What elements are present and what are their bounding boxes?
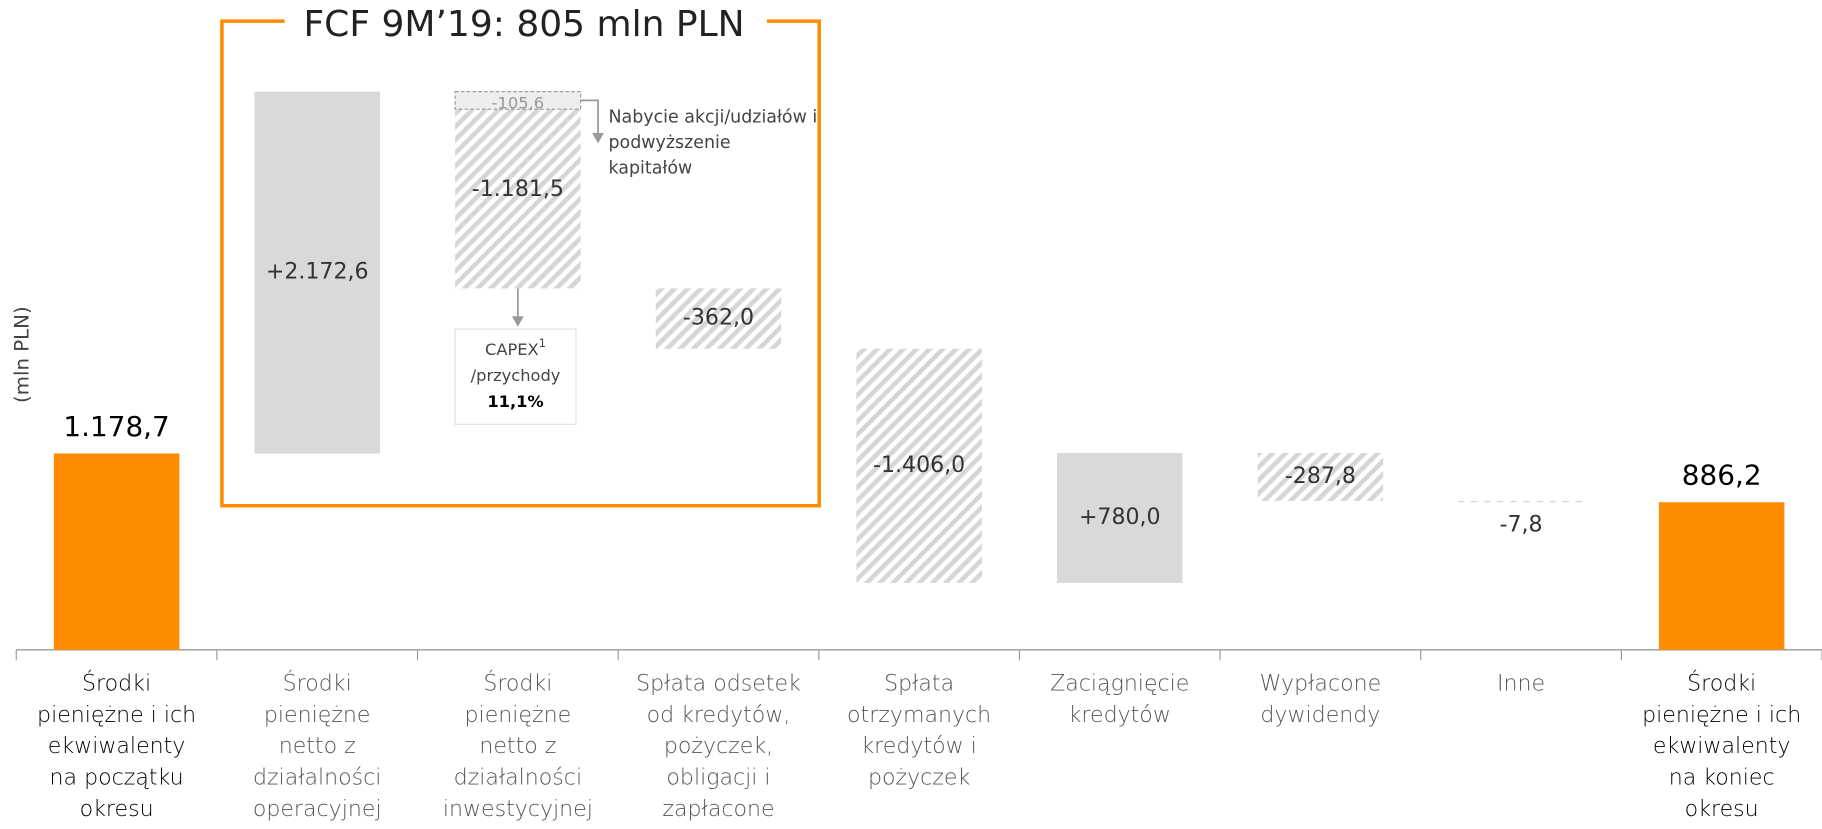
fcf-frame xyxy=(220,19,821,508)
bar xyxy=(455,91,581,289)
value-label: 1.178,7 xyxy=(63,410,169,443)
x-tick-label-box: Środki pieniężne i ich ekwiwalenty na po… xyxy=(37,670,197,822)
arrow xyxy=(580,99,599,138)
capex-box xyxy=(454,328,577,425)
bar xyxy=(1658,502,1785,650)
value-label: +2.172,6 xyxy=(266,260,369,285)
capex-title-text: CAPEX xyxy=(485,340,539,359)
value-label: 886,2 xyxy=(1682,459,1762,492)
bar xyxy=(1257,452,1384,501)
x-tick-label: Zaciągnięcie kredytów xyxy=(1050,670,1190,728)
x-tick-label: Inne xyxy=(1496,670,1546,697)
bar xyxy=(655,288,782,349)
x-tick-label-box: Spłata otrzymanych kredytów i pożyczek xyxy=(847,670,992,791)
capex-title: CAPEX1 xyxy=(485,336,546,359)
capex-subtitle: /przychody xyxy=(471,366,561,385)
note-box: Nabycie akcji/udziałów i podwyższenie ka… xyxy=(608,106,818,179)
x-tick-label-box: Środki pieniężne netto z działalności op… xyxy=(252,670,382,822)
bar xyxy=(53,453,180,650)
value-label: -1.406,0 xyxy=(873,453,965,478)
chart-title: FCF 9M’19: 805 mln PLN xyxy=(303,4,744,45)
annotation: Nabycie akcji/udziałów i podwyższenie ka… xyxy=(608,106,818,179)
x-tick-label: Środki pieniężne netto z działalności op… xyxy=(252,670,382,822)
x-tick-label: Wypłacone dywidendy xyxy=(1259,670,1382,728)
x-tick-label: Środki pieniężne i ich ekwiwalenty na po… xyxy=(37,670,197,822)
x-tick-label-box: Środki pieniężne i ich ekwiwalenty na ko… xyxy=(1642,670,1802,822)
x-tick-label-box: Wypłacone dywidendy xyxy=(1259,670,1382,728)
x-tick-label-box: Spłata odsetek od kredytów, pożyczek, ob… xyxy=(636,670,801,829)
superscript: 1 xyxy=(539,336,546,350)
value-label: -362,0 xyxy=(683,306,754,331)
value-label: +780,0 xyxy=(1079,505,1161,530)
value-label: -287,8 xyxy=(1285,464,1356,489)
x-tick-label: Środki pieniężne i ich ekwiwalenty na ko… xyxy=(1642,670,1802,822)
value-label: -7,8 xyxy=(1500,512,1543,537)
bar xyxy=(856,348,982,583)
x-tick-label: Środki pieniężne netto z działalności in… xyxy=(442,670,593,822)
sub-value-label: -105,6 xyxy=(492,93,544,112)
bar xyxy=(254,91,380,454)
arrowhead xyxy=(592,132,604,144)
x-tick-label-box: Środki pieniężne netto z działalności in… xyxy=(442,670,593,822)
x-tick-label-box: Inne xyxy=(1496,670,1546,697)
x-tick-label: Spłata otrzymanych kredytów i pożyczek xyxy=(847,670,992,791)
x-tick-label-box: Zaciągnięcie kredytów xyxy=(1050,670,1190,728)
y-axis-label: (mln PLN) xyxy=(11,306,34,403)
value-label: -1.181,5 xyxy=(472,177,564,202)
capex-value: 11,1% xyxy=(487,392,543,411)
x-tick-label: Spłata odsetek od kredytów, pożyczek, ob… xyxy=(636,670,801,829)
bar xyxy=(1057,452,1183,583)
arrowhead xyxy=(512,316,524,327)
bar xyxy=(1458,500,1584,503)
